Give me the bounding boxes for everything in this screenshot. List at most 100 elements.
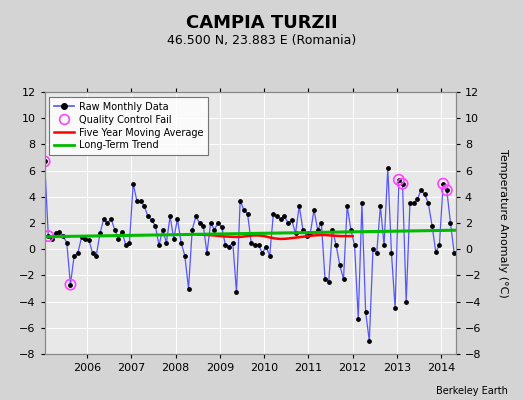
Point [340,276,348,282]
Point [310,207,318,213]
Point [443,187,451,194]
Point [266,252,274,259]
Point [413,196,421,203]
Point [288,217,296,224]
Point [181,252,189,259]
Point [398,180,407,187]
Point [85,237,93,243]
Point [420,191,429,197]
Point [354,316,363,322]
Point [428,222,436,229]
Point [273,213,281,220]
Point [55,229,63,235]
Point [313,226,322,233]
Point [96,230,104,237]
Point [321,276,329,282]
Point [155,242,163,248]
Point [140,203,148,209]
Point [239,207,248,213]
Point [306,230,314,237]
Point [48,236,56,242]
Point [221,242,230,248]
Point [262,243,270,250]
Point [40,158,49,165]
Point [199,222,208,229]
Point [362,309,370,315]
Point [409,200,418,206]
Point [351,242,359,248]
Y-axis label: Temperature Anomaly (°C): Temperature Anomaly (°C) [498,149,508,297]
Text: Berkeley Earth: Berkeley Earth [436,386,508,396]
Point [136,198,145,204]
Point [247,240,255,246]
Point [251,242,259,248]
Point [147,217,156,224]
Point [125,240,134,246]
Point [62,240,71,246]
Point [217,224,226,230]
Point [74,250,82,256]
Point [435,242,444,248]
Point [210,226,219,233]
Point [398,180,407,187]
Point [284,220,292,226]
Point [373,250,381,256]
Point [100,216,108,222]
Point [417,187,425,194]
Text: 46.500 N, 23.883 E (Romania): 46.500 N, 23.883 E (Romania) [167,34,357,47]
Point [81,236,90,242]
Point [258,250,267,256]
Point [78,234,86,241]
Point [236,198,244,204]
Point [395,176,403,183]
Point [387,250,396,256]
Point [158,226,167,233]
Point [384,165,392,171]
Point [232,289,241,296]
Point [302,233,311,239]
Point [44,233,52,239]
Point [188,226,196,233]
Point [243,211,252,217]
Point [335,262,344,268]
Point [107,216,115,222]
Point [402,298,410,305]
Point [162,240,171,246]
Point [432,249,440,255]
Point [395,176,403,183]
Point [347,226,355,233]
Point [277,216,285,222]
Point [59,233,67,239]
Point [365,338,374,344]
Point [192,213,200,220]
Point [103,220,112,226]
Point [391,305,399,311]
Point [280,213,289,220]
Point [376,203,385,209]
Point [166,213,174,220]
Point [51,230,60,237]
Point [40,158,49,165]
Point [269,211,278,217]
Point [89,250,97,256]
Point [66,281,74,288]
Point [44,233,52,239]
Point [133,198,141,204]
Point [118,229,126,235]
Point [358,200,366,206]
Point [177,240,185,246]
Point [380,242,388,248]
Point [317,220,325,226]
Point [111,226,119,233]
Point [92,252,101,259]
Point [332,242,340,248]
Point [228,240,237,246]
Point [225,243,233,250]
Point [291,230,300,237]
Point [450,250,458,256]
Point [324,279,333,285]
Point [299,226,307,233]
Point [66,281,74,288]
Text: CAMPIA TURZII: CAMPIA TURZII [186,14,338,32]
Point [446,220,455,226]
